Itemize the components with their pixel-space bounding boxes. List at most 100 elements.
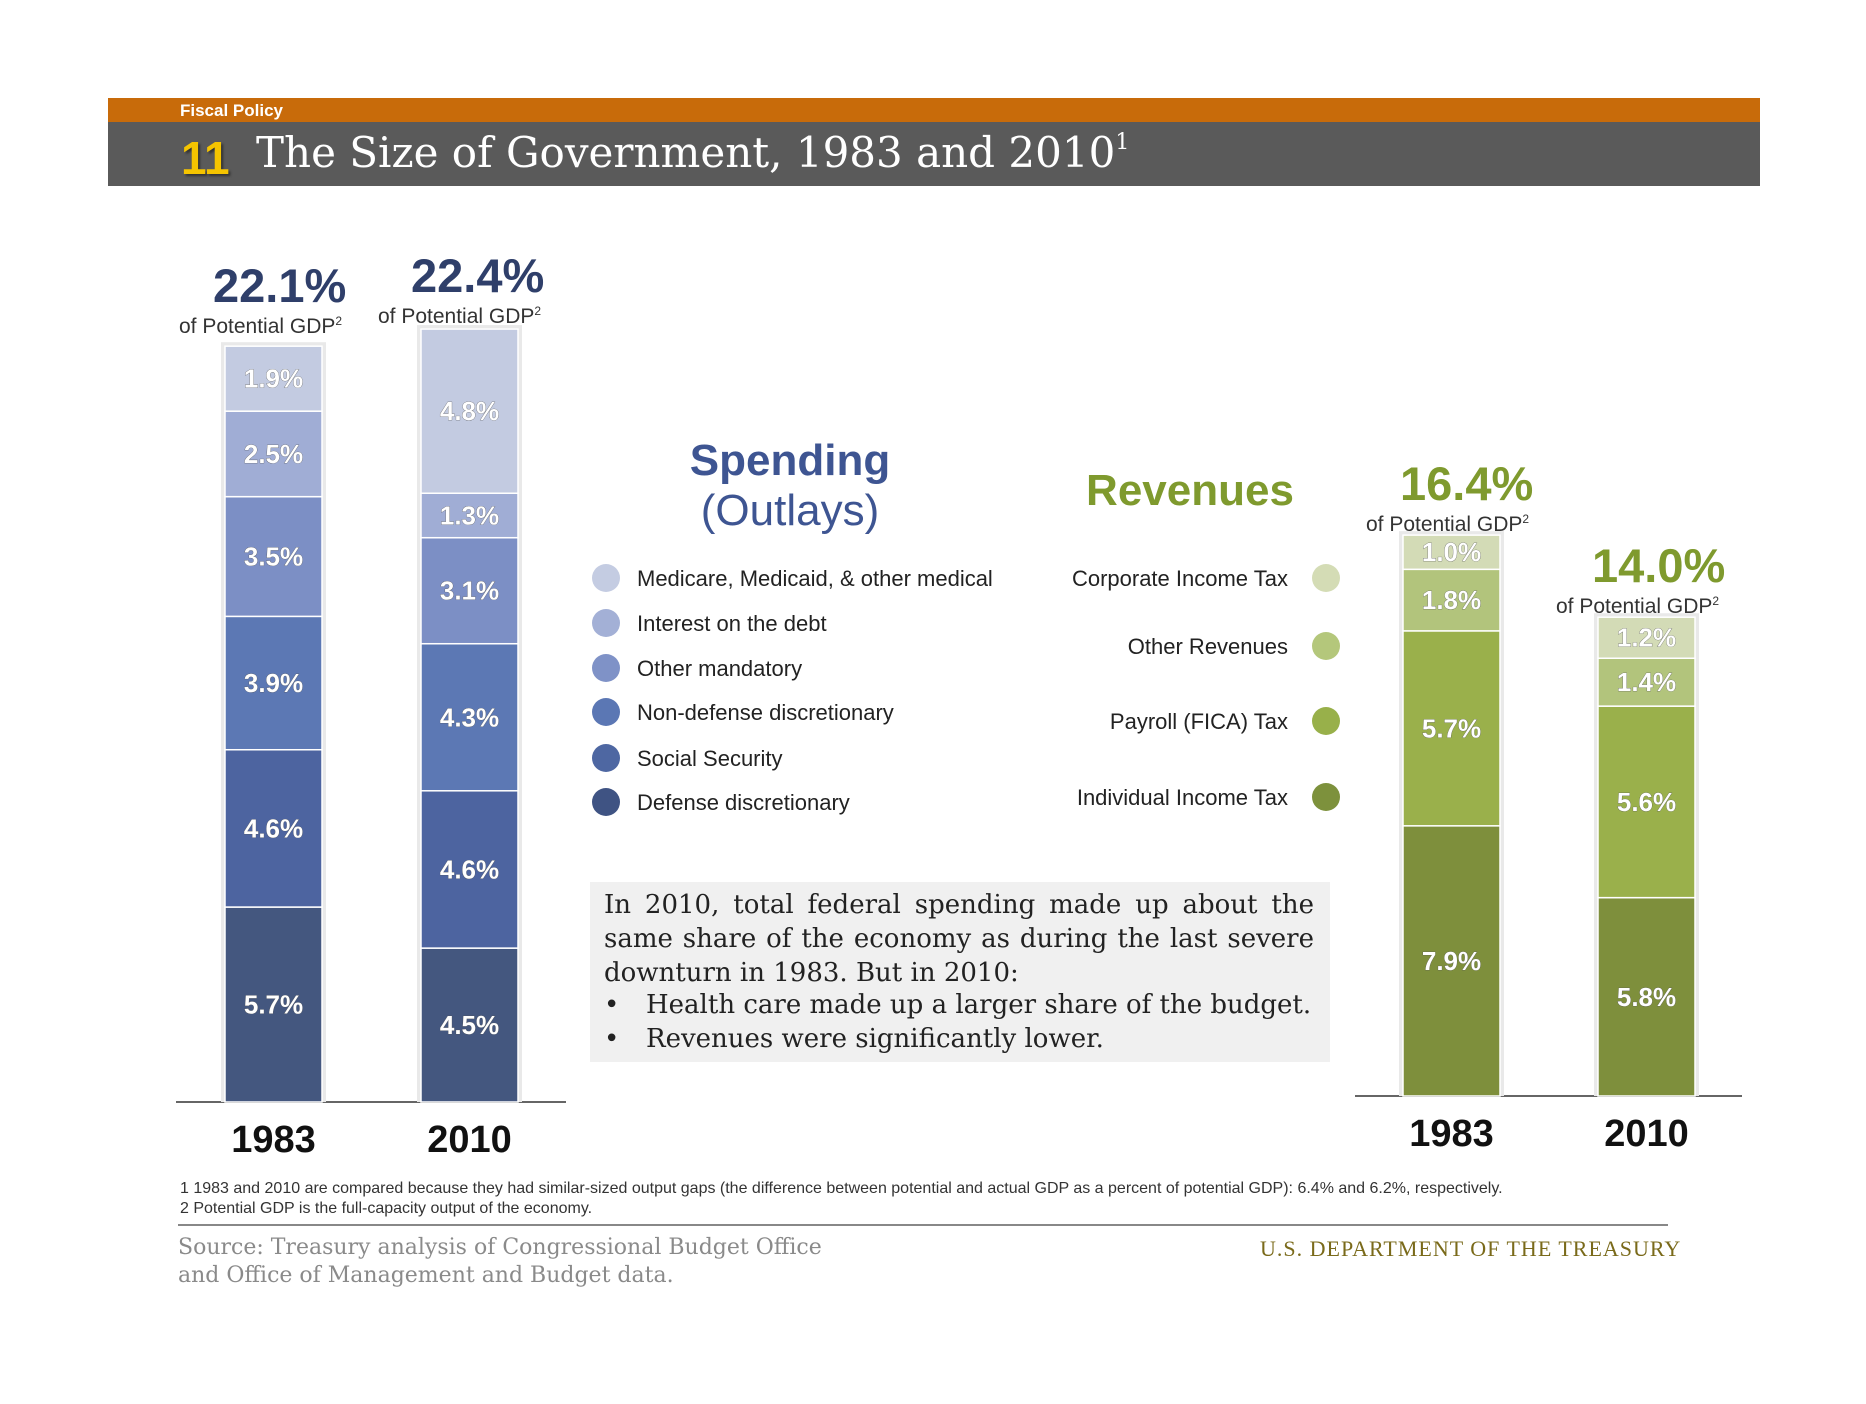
data-label: 3.1% (440, 576, 499, 606)
note-paragraph: In 2010, total federal spending made up … (604, 890, 1314, 988)
data-label: 1.9% (244, 364, 303, 394)
data-label: 1.8% (1422, 585, 1481, 615)
data-label: 3.9% (244, 668, 303, 698)
spending-total-1983: 22.1% (213, 259, 347, 312)
sub-label: of Potential GDP (1556, 595, 1713, 618)
legend-swatch (1312, 632, 1340, 660)
data-label: 4.8% (440, 396, 499, 426)
footer-divider (178, 1224, 1668, 1226)
bar-segment (420, 947, 519, 1103)
sub-label: of Potential GDP (1366, 513, 1523, 536)
legend-label: Defense discretionary (637, 790, 850, 815)
bar-segment (1597, 616, 1696, 659)
note-bullet-1: • Health care made up a larger share of t… (604, 990, 1311, 1020)
data-label: 1.2% (1617, 623, 1676, 653)
data-label: 3.5% (244, 542, 303, 572)
spending-total-2010: 22.4% (411, 249, 545, 302)
bar-segment (224, 748, 323, 908)
source-line-1: Source: Treasury analysis of Congression… (178, 1235, 822, 1260)
footnote-2: 2 Potential GDP is the full-capacity out… (180, 1200, 593, 1217)
spending-total-1983-sub: of Potential GDP2 (179, 314, 342, 339)
title-footnote-mark: 1 (1115, 130, 1130, 155)
page-title-text: The Size of Government, 1983 and 2010 (256, 128, 1116, 177)
legend-swatch (592, 744, 620, 772)
title-bar (108, 122, 1760, 186)
note-bullet-2-text: Revenues were significantly lower. (646, 1024, 1104, 1054)
bar-segment (1402, 825, 1501, 1097)
spending-heading: Spending (Outlays) (660, 436, 920, 536)
category-tick-label: 1983 (1409, 1113, 1494, 1155)
category-tick-label: 2010 (427, 1119, 512, 1161)
bar-segment (1597, 896, 1696, 1097)
note-box (590, 882, 1330, 1062)
bar-segment (224, 906, 323, 1103)
source-line-2: and Office of Management and Budget data… (178, 1263, 674, 1288)
data-label: 1.4% (1617, 667, 1676, 697)
bar-segment (420, 642, 519, 792)
legend-label: Social Security (637, 746, 783, 771)
bar-segment (1597, 705, 1696, 899)
legend-label: Medicare, Medicaid, & other medical (637, 566, 993, 591)
legend-label: Other Revenues (1127, 634, 1288, 659)
legend-swatch (592, 654, 620, 682)
revenue-total-2010: 14.0% (1592, 539, 1726, 592)
legend-label: Non-defense discretionary (637, 700, 894, 725)
legend-swatch (592, 698, 620, 726)
data-label: 4.6% (440, 854, 499, 884)
legend-swatch (1312, 707, 1340, 735)
revenue-total-1983-sub: of Potential GDP2 (1366, 512, 1529, 537)
data-label: 5.6% (1617, 787, 1676, 817)
bar-segment (1402, 568, 1501, 632)
legend-swatch (1312, 564, 1340, 592)
footnote-1: 1 1983 and 2010 are compared because the… (180, 1180, 1503, 1197)
bar-segment (1402, 534, 1501, 571)
bar-segment (224, 615, 323, 751)
legend-label: Interest on the debt (637, 611, 827, 636)
sub-label: of Potential GDP (378, 305, 535, 328)
bar-segment (1402, 630, 1501, 827)
spending-total-2010-sub: of Potential GDP2 (378, 304, 541, 329)
slide-number: 11 (181, 132, 230, 184)
section-bar (108, 98, 1760, 122)
page-title: The Size of Government, 1983 and 20101 (256, 128, 1129, 177)
treasury-logo-text: U.S. DEPARTMENT OF THE TREASURY (1260, 1236, 1682, 1261)
bar-segment (1597, 657, 1696, 707)
spending-heading-line1: Spending (689, 436, 891, 485)
sub-superscript: 2 (335, 314, 343, 328)
sub-superscript: 2 (1712, 594, 1720, 608)
legend-label: Individual Income Tax (1076, 785, 1288, 810)
data-label: 4.5% (440, 1010, 499, 1040)
revenue-total-2010-sub: of Potential GDP2 (1556, 594, 1719, 619)
legend-swatch (1312, 783, 1340, 811)
sub-label: of Potential GDP (179, 315, 336, 338)
data-label: 7.9% (1422, 946, 1481, 976)
revenue-chart: 7.9% 5.7% 1.8% 1.0% 1983 5.8% 5.6% 1.4% 1.2% 2010 (1355, 531, 1742, 1155)
data-label: 4.6% (244, 813, 303, 843)
category-tick-label: 2010 (1604, 1113, 1689, 1155)
legend-label: Other mandatory (637, 656, 803, 681)
bar-segment (420, 328, 519, 494)
data-label: 5.7% (244, 990, 303, 1020)
data-label: 5.8% (1617, 982, 1676, 1012)
data-label: 4.3% (440, 702, 499, 732)
data-label: 1.3% (440, 500, 499, 530)
note-bullet-1-text: Health care made up a larger share of th… (646, 990, 1312, 1020)
sub-superscript: 2 (1522, 512, 1530, 526)
spending-chart: 5.7% 4.6% 3.9% 3.5% 2.5% 1.9% 1983 4.5% 4.6% 4.3%… (176, 325, 566, 1161)
bullet-mark: • (604, 1024, 620, 1054)
revenues-heading: Revenues (1086, 466, 1294, 515)
legend-swatch (592, 564, 620, 592)
note-bullet-2: • Revenues were significantly lower. (604, 1024, 1104, 1054)
bullet-mark: • (604, 990, 620, 1020)
bar-segment (224, 410, 323, 498)
revenue-total-1983: 16.4% (1400, 457, 1534, 510)
data-label: 2.5% (244, 439, 303, 469)
legend-label: Corporate Income Tax (1071, 566, 1288, 591)
data-label: 5.7% (1422, 713, 1481, 743)
section-label: Fiscal Policy (180, 101, 283, 120)
spending-heading-line2: (Outlays) (700, 486, 880, 535)
category-tick-label: 1983 (231, 1119, 316, 1161)
data-label: 1.0% (1422, 537, 1481, 567)
legend-label: Payroll (FICA) Tax (1109, 709, 1288, 734)
